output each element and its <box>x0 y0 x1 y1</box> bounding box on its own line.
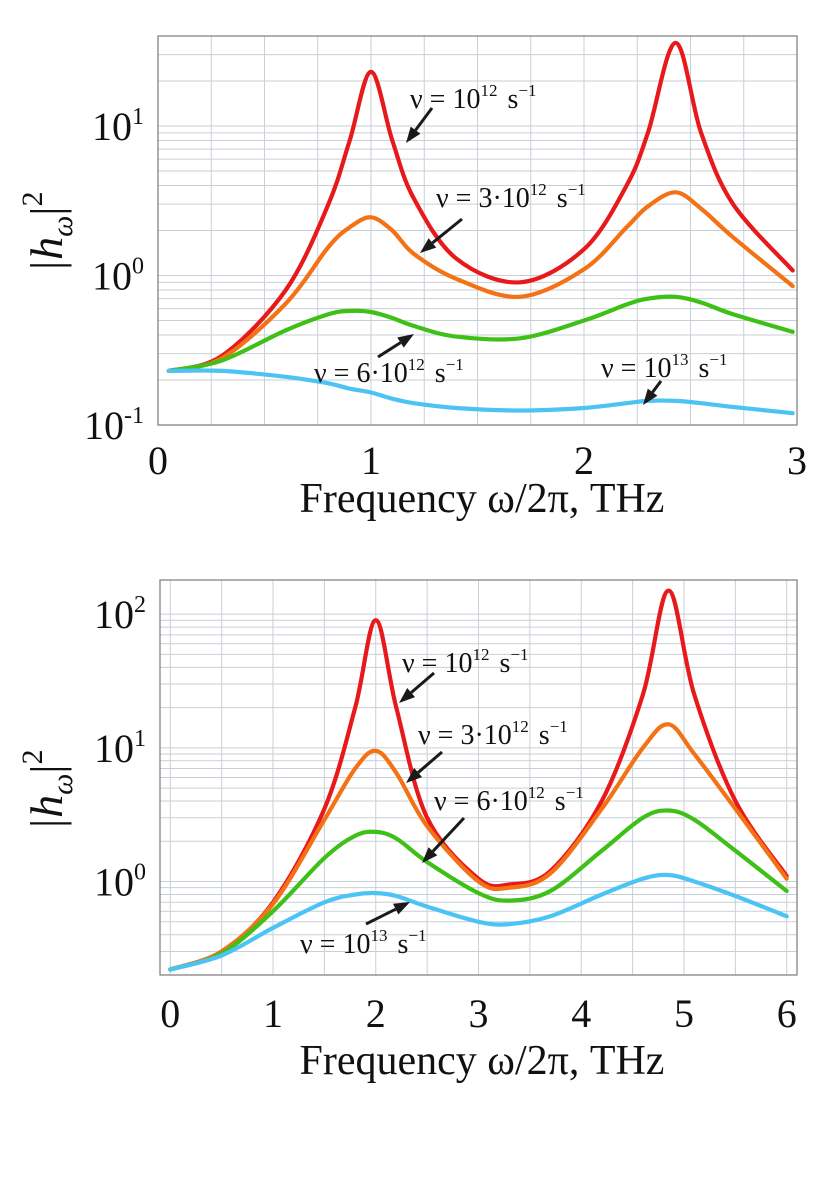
annotation-arrow-shaft <box>651 380 663 394</box>
x-tick-label: 1 <box>361 438 381 483</box>
annotation-arrow-head <box>399 688 416 703</box>
annotation-2: ν = 6·1012 s−1 <box>314 334 464 389</box>
x-tick-label: 3 <box>787 438 807 483</box>
x-tick-label: 0 <box>148 438 168 483</box>
plot-frame <box>157 35 798 426</box>
annotation-arrow-head <box>406 768 423 783</box>
chart-top: 0 1 2 3 10-1 100 101 Frequency ω/2π, THz |hω|2 ν … <box>16 35 807 522</box>
series-group <box>168 588 789 972</box>
y-tick-label: 10-1 <box>84 403 144 448</box>
grid <box>160 580 797 976</box>
series-line-3 <box>166 368 795 416</box>
annotation-0: ν = 1012 s−1 <box>406 81 536 143</box>
annotation-3: ν = 1013 s−1 <box>300 902 426 960</box>
series-line-1 <box>168 722 789 972</box>
annotation-label: ν = 1013 s−1 <box>300 926 426 960</box>
annotation-1: ν = 3·1012 s−1 <box>420 180 586 253</box>
series-line-0 <box>168 588 789 972</box>
y-tick-label: 100 <box>92 254 144 299</box>
annotation-arrow-shaft <box>414 107 434 132</box>
x-axis-label: Frequency ω/2π, THz <box>300 476 665 522</box>
annotation-label: ν = 1012 s−1 <box>402 645 528 679</box>
series-line-3 <box>168 872 789 972</box>
series-line-2 <box>168 808 789 972</box>
annotation-label: ν = 3·1012 s−1 <box>418 717 568 751</box>
series-line-0 <box>166 40 795 373</box>
y-tick-label: 101 <box>92 104 144 149</box>
annotation-1: ν = 3·1012 s−1 <box>406 717 568 783</box>
series-group <box>166 40 795 416</box>
chart-bottom: 0 1 2 3 4 5 6 100 101 102 Frequency ω/2π, THz |hω|2… <box>16 579 798 1084</box>
annotation-label: ν = 1013 s−1 <box>601 350 727 384</box>
annotation-0: ν = 1012 s−1 <box>399 645 528 703</box>
y-tick-label: 101 <box>94 726 146 771</box>
x-tick-label: 6 <box>777 991 797 1036</box>
y-tick-label: 100 <box>94 860 146 905</box>
annotation-arrow-head <box>420 238 437 253</box>
annotation-arrow-head <box>397 334 414 348</box>
y-axis-label: |hω|2 <box>16 191 79 272</box>
annotation-arrow-shaft <box>417 750 443 774</box>
annotation-label: ν = 6·1012 s−1 <box>434 783 584 817</box>
annotation-arrow-shaft <box>365 907 397 926</box>
annotation-label: ν = 1012 s−1 <box>410 81 536 115</box>
x-tick-label: 4 <box>571 991 591 1036</box>
y-axis-label: |hω|2 <box>16 749 79 830</box>
x-tick-label: 0 <box>160 991 180 1036</box>
x-tick-label: 2 <box>574 438 594 483</box>
x-tick-label: 1 <box>263 991 283 1036</box>
annotation-label: ν = 3·1012 s−1 <box>436 180 586 214</box>
annotation-arrow-shaft <box>431 816 466 853</box>
annotation-arrow-head <box>406 126 421 143</box>
series-line-1 <box>166 190 795 373</box>
annotation-arrow-head <box>422 847 438 863</box>
annotation-2: ν = 6·1012 s−1 <box>422 783 584 863</box>
annotation-arrow-shaft <box>431 217 463 245</box>
series-line-2 <box>166 294 795 373</box>
annotation-arrow-shaft <box>410 671 435 694</box>
annotation-label: ν = 6·1012 s−1 <box>314 355 464 389</box>
annotation-arrow-shaft <box>377 341 402 359</box>
y-tick-label: 102 <box>94 592 146 637</box>
x-tick-label: 5 <box>674 991 694 1036</box>
x-tick-label: 3 <box>469 991 489 1036</box>
annotation-arrow-head <box>643 388 658 405</box>
x-axis-label: Frequency ω/2π, THz <box>300 1038 665 1084</box>
annotation-3: ν = 1013 s−1 <box>601 350 727 405</box>
x-tick-label: 2 <box>366 991 386 1036</box>
plot-frame <box>159 579 798 976</box>
annotation-arrow-head <box>393 902 410 915</box>
